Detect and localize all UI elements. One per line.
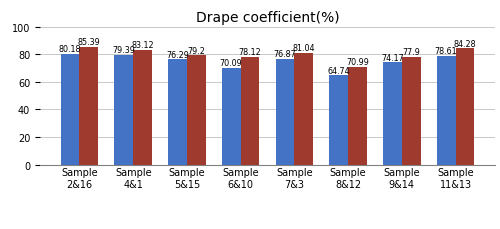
Text: 78.61: 78.61: [435, 47, 458, 56]
Text: 84.28: 84.28: [454, 39, 476, 48]
Bar: [80, 48, 98, 165]
Text: 85.39: 85.39: [78, 38, 100, 47]
Text: 79.2: 79.2: [188, 46, 206, 55]
Bar: [187, 56, 206, 165]
Text: 80.18: 80.18: [59, 45, 82, 54]
Bar: [60, 55, 80, 165]
Bar: [383, 63, 402, 165]
Text: 81.04: 81.04: [292, 44, 315, 53]
Text: 70.99: 70.99: [346, 58, 369, 67]
Bar: [456, 49, 474, 165]
Text: 76.29: 76.29: [166, 50, 189, 59]
Text: 77.9: 77.9: [402, 48, 420, 57]
Bar: [294, 54, 313, 165]
Bar: [222, 68, 240, 165]
Text: 74.17: 74.17: [381, 53, 404, 62]
Bar: [402, 58, 420, 165]
Text: 76.87: 76.87: [274, 50, 296, 59]
Bar: [348, 67, 367, 165]
Text: 70.09: 70.09: [220, 59, 242, 68]
Text: 79.39: 79.39: [112, 46, 135, 55]
Bar: [276, 59, 294, 165]
Text: 64.74: 64.74: [328, 66, 350, 75]
Text: 78.12: 78.12: [238, 48, 262, 57]
Bar: [436, 57, 456, 165]
Bar: [330, 76, 348, 165]
Bar: [168, 60, 187, 165]
Bar: [240, 57, 260, 165]
Bar: [114, 56, 133, 165]
Title: Drape coefficient(%): Drape coefficient(%): [196, 11, 340, 25]
Text: 83.12: 83.12: [132, 41, 154, 50]
Bar: [133, 51, 152, 165]
